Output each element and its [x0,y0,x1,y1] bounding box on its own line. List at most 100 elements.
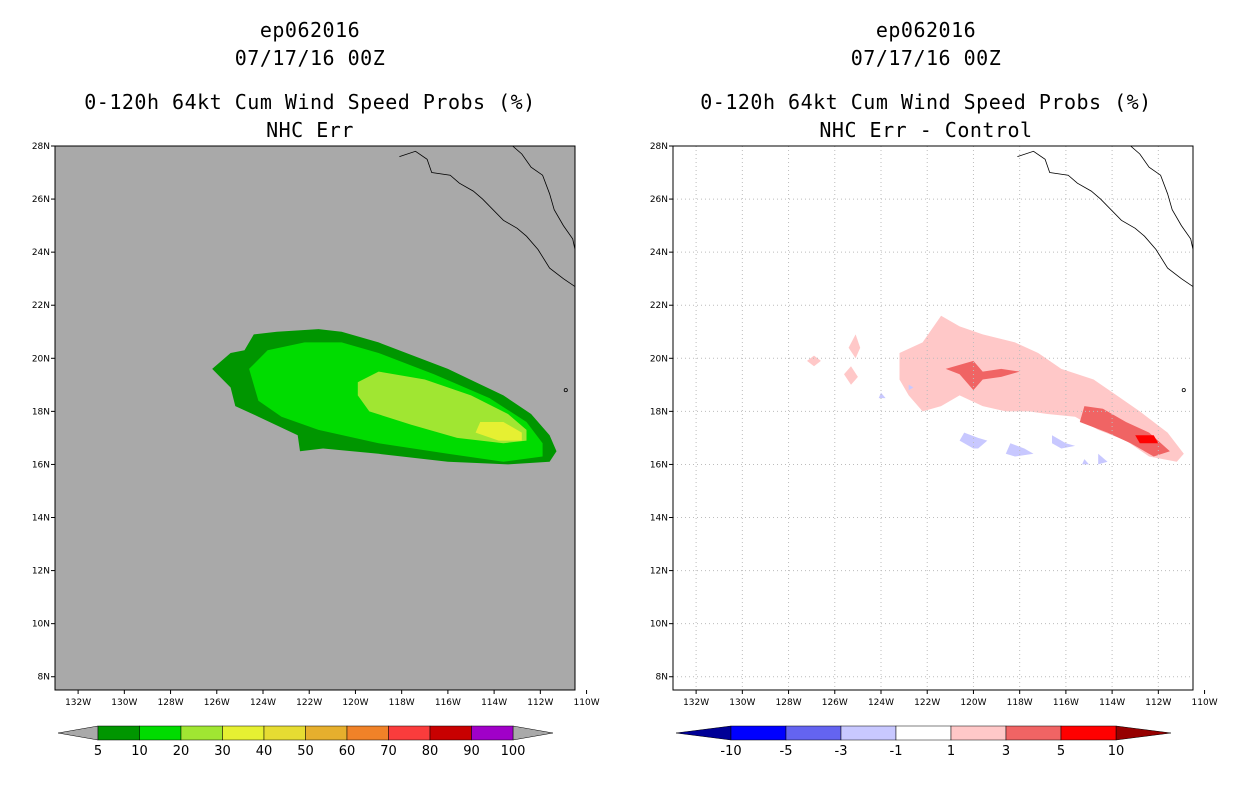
left-map-panel: 132W 130W 128W 126W 124W 122W 120W 118W 116W 114W… [32,142,600,708]
right-ytick-label-22N: 22N [650,301,668,311]
right-colorbar-swatch-3 [895,725,952,741]
left-colorbar-label-5: 5 [94,744,102,759]
right-xtick-label-130W: 130W [729,698,755,708]
right-colorbar-label--1: -1 [890,744,903,759]
left-product-title: 0-120h 64kt Cum Wind Speed Probs (%) [84,90,536,114]
left-ytick-label-18N: 18N [32,407,50,417]
right-contour--3--1-12 [878,392,886,399]
right-ytick-label-10N: 10N [650,620,668,630]
left-colorbar-swatch-2 [180,725,223,741]
right-contour-3-5-5 [1079,406,1170,457]
right-colorbar-label--3: -3 [835,744,848,759]
right-ytick-label-20N: 20N [650,354,668,364]
left-xtick-label-112W: 112W [527,698,553,708]
left-colorbar-right-arrow [512,725,554,741]
right-contour--3--1-13 [908,384,914,391]
left-ytick-label-20N: 20N [32,354,50,364]
right-xtick-label-126W: 126W [822,698,848,708]
right-ytick-label-18N: 18N [650,407,668,417]
right-coastline-0 [1017,150,1193,287]
left-ytick-label-8N: 8N [38,673,50,683]
right-ytick-label-14N: 14N [650,514,668,524]
left-colorbar: 5 10 20 30 40 50 60 70 80 90 100 [57,725,554,759]
left-colorbar-swatch-6 [346,725,389,741]
right-contour--3--1-11 [1082,459,1089,465]
right-colorbar-label-3: 3 [1002,744,1010,759]
right-xtick-label-116W: 116W [1053,698,1079,708]
right-xtick-label-122W: 122W [914,698,940,708]
right-contour-5-10-6 [1135,435,1159,444]
right-xtick-label-132W: 132W [683,698,709,708]
left-coastline-1 [512,146,575,250]
right-xtick-label-112W: 112W [1145,698,1171,708]
left-date-title: 07/17/16 00Z [234,46,386,70]
left-ytick-label-16N: 16N [32,460,50,470]
right-colorbar-swatch-1 [785,725,842,741]
left-ytick-label-22N: 22N [32,301,50,311]
left-contour-30-40-3 [475,422,522,441]
right-contour-1-3-3 [844,366,858,385]
left-xtick-label-116W: 116W [435,698,461,708]
left-xtick-label-124W: 124W [250,698,276,708]
right-ytick-label-24N: 24N [650,248,668,258]
left-ytick-label-26N: 26N [32,195,50,205]
left-colorbar-label-10: 10 [131,744,148,759]
left-map-content [212,146,575,465]
right-contour--3--1-9 [1052,435,1076,449]
right-contour--3--1-8 [1005,443,1034,457]
left-colorbar-label-100: 100 [501,744,526,759]
right-contour--3--1-7 [959,432,988,449]
right-colorbar-swatch-2 [840,725,897,741]
left-colorbar-swatch-3 [222,725,265,741]
right-map-frame [672,145,1194,691]
right-colorbar-right-arrow [1115,725,1172,741]
right-colorbar-swatch-0 [730,725,787,741]
right-map-content [673,146,1193,690]
left-ytick-label-24N: 24N [32,248,50,258]
left-colorbar-left-arrow [57,725,99,741]
right-xtick-label-110W: 110W [1192,698,1218,708]
right-subtitle: NHC Err - Control [819,118,1033,142]
left-xtick-label-128W: 128W [158,698,184,708]
left-colorbar-label-80: 80 [422,744,439,759]
right-contour--3--1-10 [1098,453,1108,465]
left-colorbar-label-50: 50 [297,744,314,759]
right-xtick-label-128W: 128W [776,698,802,708]
right-colorbar-left-arrow [675,725,732,741]
left-colorbar-label-30: 30 [214,744,231,759]
right-ytick-label-26N: 26N [650,195,668,205]
right-colorbar-label-10: 10 [1108,744,1125,759]
right-ytick-label-28N: 28N [650,142,668,152]
left-colorbar-label-70: 70 [380,744,397,759]
right-island [1181,388,1186,393]
left-colorbar-swatch-5 [305,725,348,741]
right-coastline-1 [1130,146,1193,250]
right-contour-3-5-4 [945,360,1020,391]
left-xtick-label-122W: 122W [296,698,322,708]
right-contour-1-3-2 [848,334,861,359]
right-colorbar: -10 -5 -3 -1 1 3 5 10 [675,725,1172,759]
left-island [563,388,568,393]
right-colorbar-label--10: -10 [720,744,741,759]
left-colorbar-swatch-7 [388,725,431,741]
right-xtick-label-120W: 120W [960,698,986,708]
left-ytick-label-10N: 10N [32,620,50,630]
left-subtitle: NHC Err [266,118,354,142]
left-storm-id-title: ep062016 [259,18,361,42]
left-colorbar-swatch-0 [97,725,140,741]
left-xtick-label-126W: 126W [204,698,230,708]
left-colorbar-label-20: 20 [173,744,190,759]
left-colorbar-swatch-4 [263,725,306,741]
left-colorbar-label-40: 40 [256,744,273,759]
left-colorbar-swatch-8 [429,725,472,741]
left-map-frame [54,145,576,691]
left-xtick-label-132W: 132W [65,698,91,708]
left-colorbar-swatch-9 [471,725,514,741]
right-date-title: 07/17/16 00Z [850,46,1002,70]
right-colorbar-swatch-5 [1005,725,1062,741]
left-ytick-label-12N: 12N [32,567,50,577]
left-xtick-label-118W: 118W [389,698,415,708]
left-xtick-label-130W: 130W [111,698,137,708]
right-map-panel: 132W 130W 128W 126W 124W 122W 120W 118W 116W 114W… [650,142,1218,708]
